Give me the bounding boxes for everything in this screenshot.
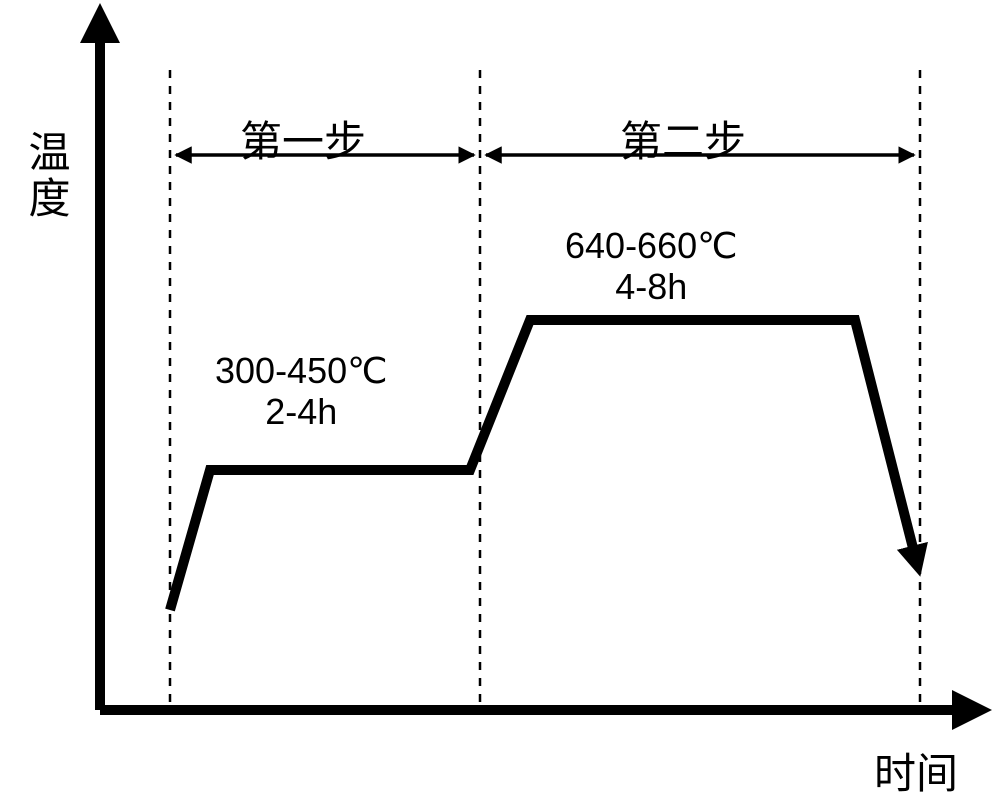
- step1-label: 第一步: [240, 108, 366, 169]
- x-axis-label: 时间: [874, 740, 958, 801]
- step2-temp-range: 640-660℃: [565, 225, 738, 266]
- chart-svg: [0, 0, 998, 807]
- chart-container: 温度 时间 第一步 第二步 300-450℃ 2-4h 640-660℃ 4-8…: [0, 0, 998, 807]
- step1-duration: 2-4h: [215, 391, 388, 432]
- y-axis-label: 温度: [15, 130, 76, 222]
- step1-temp-range: 300-450℃: [215, 350, 388, 391]
- step2-duration: 4-8h: [565, 266, 738, 307]
- step2-annotation: 640-660℃ 4-8h: [565, 225, 738, 308]
- step2-label: 第二步: [620, 108, 746, 169]
- step1-annotation: 300-450℃ 2-4h: [215, 350, 388, 433]
